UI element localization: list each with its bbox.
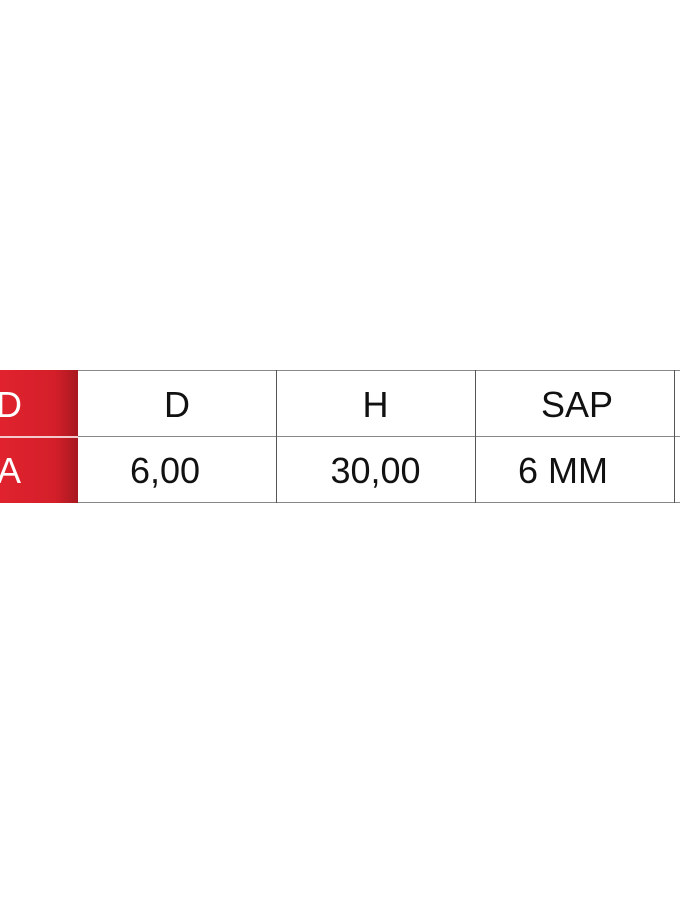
column-divider bbox=[276, 370, 277, 503]
column-divider bbox=[475, 370, 476, 503]
spec-table: D H SAP 6,00 30,00 6 MM bbox=[78, 370, 680, 503]
header-d: D bbox=[164, 384, 190, 425]
row-label-header: D bbox=[0, 384, 22, 425]
value-sap: 6 MM bbox=[518, 450, 608, 491]
table-border-bottom bbox=[78, 502, 680, 503]
value-h: 30,00 bbox=[330, 450, 421, 491]
column-divider bbox=[674, 370, 675, 503]
row-label-column: D A bbox=[0, 370, 78, 503]
row-divider bbox=[0, 436, 78, 438]
header-sap: SAP bbox=[540, 384, 614, 425]
value-d: 6,00 bbox=[129, 450, 201, 491]
table-border-top bbox=[78, 370, 680, 371]
table-row-divider bbox=[78, 436, 680, 437]
header-h: H bbox=[362, 384, 389, 425]
row-label-value: A bbox=[0, 450, 21, 491]
